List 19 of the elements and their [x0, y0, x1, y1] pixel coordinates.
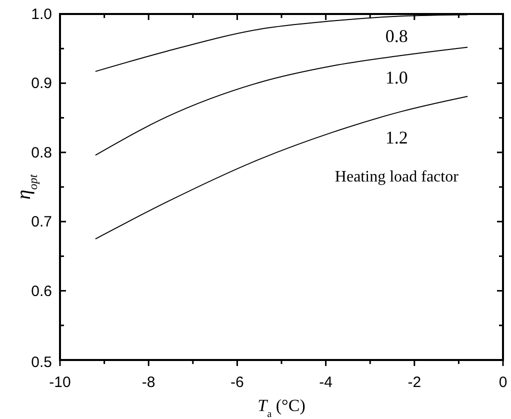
y-tick-label: 0.7 — [31, 214, 52, 231]
y-tick-label: 0.8 — [31, 144, 52, 162]
x-axis-title: T$_{a}$ (°C) — [258, 396, 306, 419]
series-label: 1.2 — [385, 128, 408, 148]
series-label: 1.0 — [385, 68, 408, 88]
x-tick-label: -6 — [230, 374, 244, 391]
y-tick-label: 0.5 — [31, 354, 52, 371]
annotation: Heating load factor — [334, 168, 460, 186]
x-tick-label: 0 — [498, 374, 508, 391]
x-tick-label: -8 — [142, 374, 156, 391]
x-tick-label: -2 — [408, 374, 422, 391]
y-tick-label: 1.0 — [31, 6, 52, 23]
legend-label: 0.8 — [385, 26, 408, 46]
y-tick-label: 0.6 — [31, 282, 52, 300]
y-tick-label: 0.9 — [31, 75, 52, 92]
x-tick-label: -4 — [319, 374, 332, 391]
line-series — [94, 46, 468, 156]
x-tick-label: -10 — [49, 374, 71, 391]
line-series — [94, 96, 468, 240]
